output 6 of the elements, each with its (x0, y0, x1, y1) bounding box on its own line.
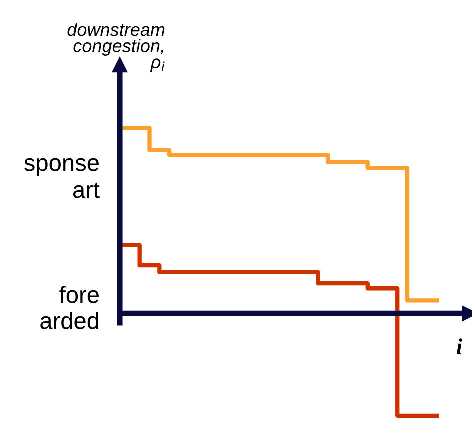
text: art (73, 182, 100, 198)
text: sponse (24, 158, 99, 176)
text: arded (40, 312, 98, 330)
y-axis-title: downstream congestion, ρ$_{i}$ (68, 22, 165, 72)
x-axis-title: i (456, 338, 462, 354)
text: fore (60, 286, 99, 304)
